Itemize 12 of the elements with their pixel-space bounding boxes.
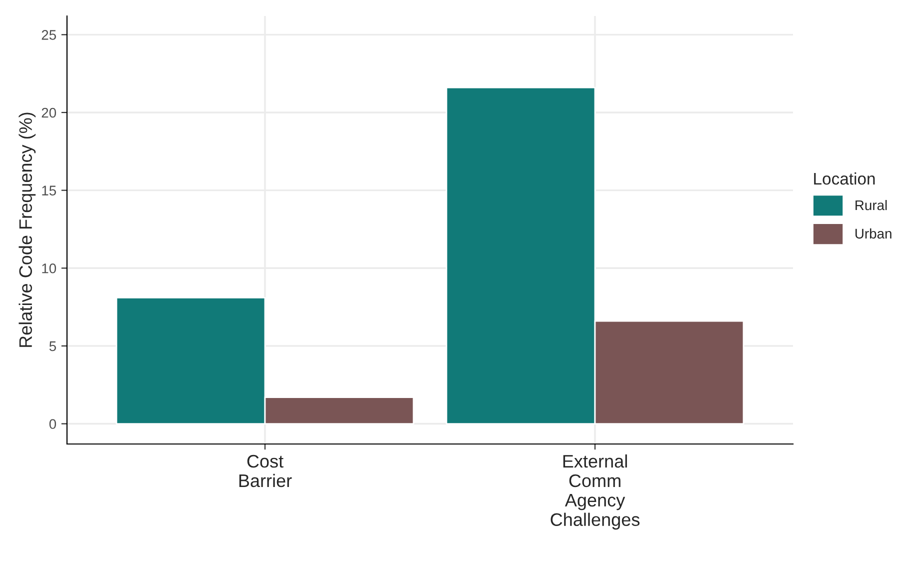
y-tick-label: 15 xyxy=(42,186,56,196)
legend-title: Location xyxy=(814,172,875,185)
y-tick-label: 0 xyxy=(49,419,56,429)
y-tick-label: 25 xyxy=(42,30,56,40)
y-tick-label: 10 xyxy=(42,263,56,274)
y-tick-label: 20 xyxy=(42,108,56,118)
legend-label: Urban xyxy=(856,228,892,239)
y-axis-title: Relative Code Frequency (%) xyxy=(18,112,36,347)
x-tick-label: External Comm Agency Challenges xyxy=(550,454,640,530)
x-tick-label: Cost Barrier xyxy=(239,454,292,488)
legend-label: Rural xyxy=(856,200,887,210)
y-tick-label: 5 xyxy=(49,341,56,352)
